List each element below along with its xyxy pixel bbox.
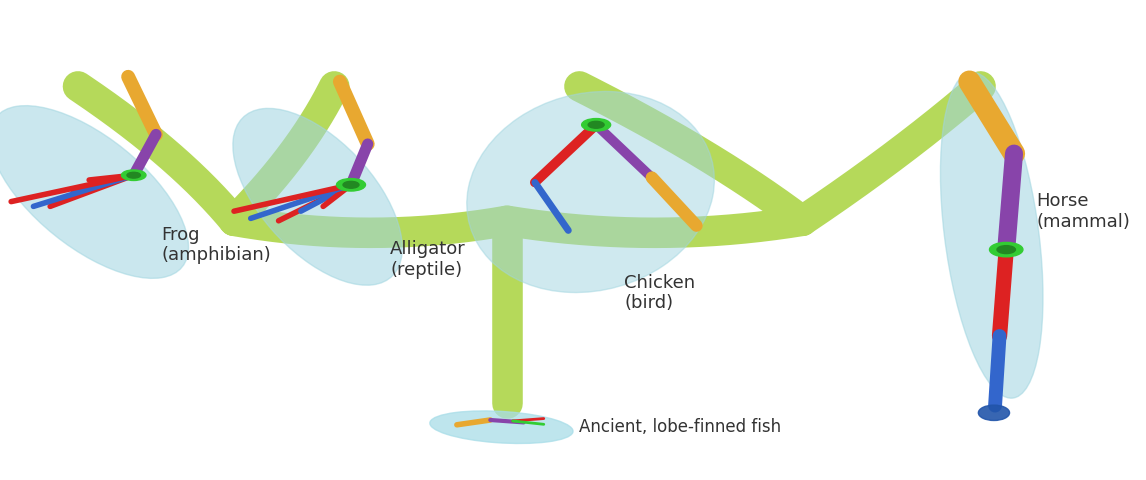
Text: Chicken
(bird): Chicken (bird) [625, 274, 696, 312]
Ellipse shape [466, 92, 714, 292]
Text: Horse
(mammal): Horse (mammal) [1036, 192, 1130, 231]
Ellipse shape [979, 405, 1010, 420]
Circle shape [588, 121, 604, 128]
Circle shape [989, 242, 1023, 257]
Circle shape [582, 119, 611, 131]
Circle shape [127, 172, 141, 178]
Text: Ancient, lobe-finned fish: Ancient, lobe-finned fish [580, 418, 782, 436]
Ellipse shape [233, 108, 402, 285]
Ellipse shape [0, 106, 189, 278]
Ellipse shape [941, 72, 1043, 398]
Text: Frog
(amphibian): Frog (amphibian) [162, 226, 272, 264]
Circle shape [121, 170, 146, 180]
Circle shape [337, 179, 366, 191]
Ellipse shape [430, 411, 573, 444]
Circle shape [997, 246, 1015, 253]
Text: Alligator
(reptile): Alligator (reptile) [390, 240, 465, 279]
Circle shape [343, 181, 359, 188]
